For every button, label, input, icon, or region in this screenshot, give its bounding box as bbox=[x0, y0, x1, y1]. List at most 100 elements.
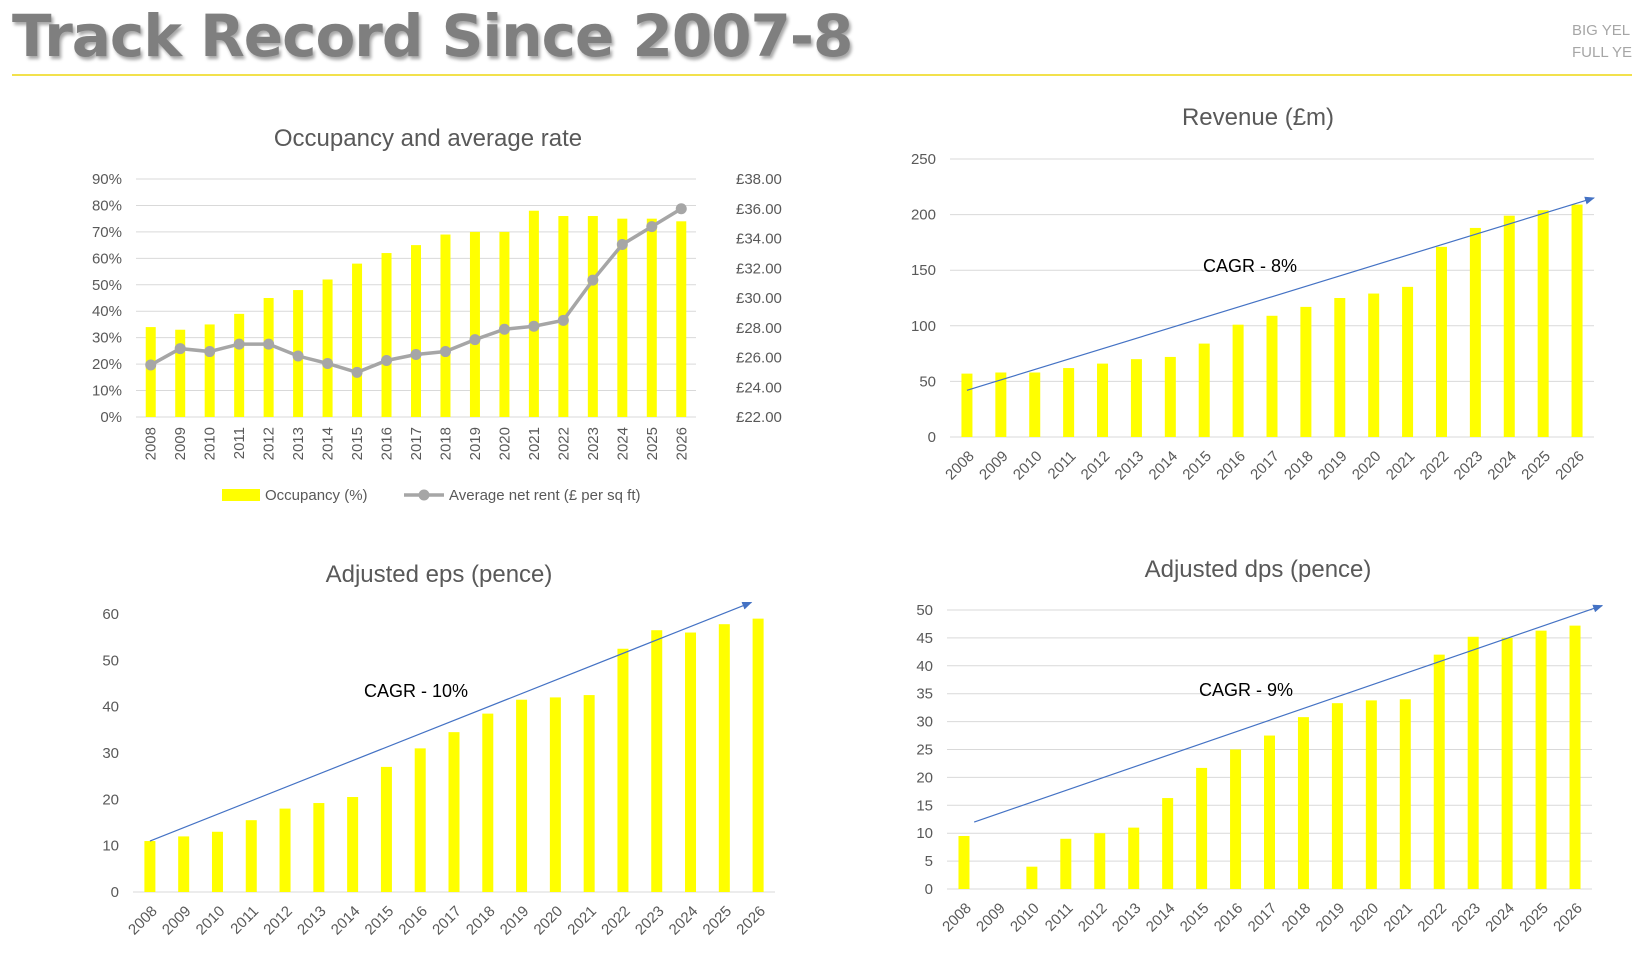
bar-2008 bbox=[961, 373, 973, 437]
x-tick-label: 2019 bbox=[497, 903, 533, 939]
bar-2023 bbox=[1467, 636, 1479, 889]
x-tick-label: 2013 bbox=[294, 903, 330, 939]
bar-2008 bbox=[145, 327, 156, 417]
bar-2025 bbox=[646, 218, 657, 417]
bar-2014 bbox=[347, 797, 359, 892]
legend-label-occupancy: Occupancy (%) bbox=[265, 487, 368, 504]
x-tick-label: 2018 bbox=[437, 427, 454, 460]
x-tick-label: 2021 bbox=[1380, 900, 1416, 936]
bar-2016 bbox=[381, 253, 392, 417]
x-tick-label: 2013 bbox=[290, 427, 307, 460]
x-tick-label: 2025 bbox=[1516, 900, 1552, 936]
brand-text-line-1: BIG YEL bbox=[1572, 22, 1631, 39]
y-tick-label: 200 bbox=[911, 207, 936, 224]
x-tick-label: 2016 bbox=[1213, 448, 1249, 484]
y-tick-label: 10% bbox=[92, 383, 122, 400]
chart-occupancy: Occupancy and average rate 0% 10% 20% 30% 40%… bbox=[92, 125, 782, 504]
x-tick-label: 2020 bbox=[531, 903, 567, 939]
legend-swatch-rent-marker bbox=[418, 489, 430, 501]
point-2025 bbox=[646, 221, 658, 233]
brand-text-line-2: FULL YE bbox=[1572, 44, 1632, 61]
bar-2015 bbox=[1196, 767, 1208, 889]
y-tick-label: 15 bbox=[916, 797, 933, 814]
bar-2022 bbox=[1433, 654, 1445, 889]
y-tick-label: 30% bbox=[92, 330, 122, 347]
bar-2021 bbox=[1399, 699, 1411, 889]
x-tick-label: 2017 bbox=[1247, 448, 1283, 484]
y-tick-label: 10 bbox=[916, 825, 933, 842]
x-tick-label: 2014 bbox=[328, 903, 364, 939]
y-tick-label: 50% bbox=[92, 277, 122, 294]
point-2018 bbox=[439, 346, 451, 358]
x-tick-label: 2022 bbox=[598, 903, 634, 939]
bar-2019 bbox=[1331, 703, 1343, 889]
x-tick-label: 2010 bbox=[202, 427, 219, 460]
x-tick-label: 2009 bbox=[172, 427, 189, 460]
bar-2013 bbox=[1128, 827, 1140, 889]
y-tick-label: 50 bbox=[916, 602, 933, 619]
bar-2015 bbox=[1198, 343, 1210, 437]
bar-2009 bbox=[995, 372, 1007, 437]
x-tick-label: 2008 bbox=[143, 427, 160, 460]
bar-2025 bbox=[718, 624, 730, 892]
x-tick-label: 2023 bbox=[585, 427, 602, 460]
bar-2015 bbox=[380, 766, 392, 892]
bar-2026 bbox=[752, 618, 764, 892]
bar-2021 bbox=[528, 210, 539, 417]
x-tick-label: 2018 bbox=[1281, 448, 1317, 484]
x-tick-label: 2014 bbox=[320, 427, 337, 460]
point-2024 bbox=[616, 238, 628, 250]
point-2015 bbox=[351, 366, 363, 378]
trend-arrow bbox=[966, 196, 1595, 391]
bar-2008 bbox=[144, 841, 156, 892]
y-tick-label: 60% bbox=[92, 250, 122, 267]
y-right-tick-label: £36.00 bbox=[736, 201, 782, 218]
bar-2020 bbox=[1365, 700, 1377, 889]
x-tick-label: 2021 bbox=[564, 903, 600, 939]
x-tick-label: 2010 bbox=[1007, 900, 1043, 936]
y-tick-label: 90% bbox=[92, 171, 122, 188]
y-tick-label: 60 bbox=[102, 606, 119, 623]
x-tick-label: 2008 bbox=[125, 903, 161, 939]
y-tick-label: 0% bbox=[100, 409, 122, 426]
x-tick-label: 2024 bbox=[1482, 900, 1518, 936]
bar-2010 bbox=[1029, 372, 1041, 437]
point-2019 bbox=[469, 334, 481, 346]
point-2016 bbox=[381, 354, 393, 366]
bar-2021 bbox=[583, 695, 595, 892]
y-right-tick-label: £24.00 bbox=[736, 379, 782, 396]
x-tick-label: 2019 bbox=[1315, 448, 1351, 484]
y-tick-label: 40% bbox=[92, 303, 122, 320]
x-tick-label: 2012 bbox=[1078, 448, 1114, 484]
point-2009 bbox=[174, 343, 186, 355]
page-title: Track Record Since 2007-8 bbox=[12, 2, 853, 70]
x-tick-label: 2015 bbox=[349, 427, 366, 460]
legend-swatch-occupancy bbox=[222, 489, 260, 501]
x-tick-label: 2012 bbox=[260, 903, 296, 939]
x-tick-label: 2026 bbox=[733, 903, 769, 939]
bar-2025 bbox=[1535, 630, 1547, 889]
bar-2008 bbox=[958, 835, 970, 889]
bar-2022 bbox=[617, 648, 629, 892]
y-tick-label: 70% bbox=[92, 224, 122, 241]
point-2022 bbox=[557, 314, 569, 326]
bar-2023 bbox=[1469, 227, 1481, 437]
x-tick-label: 2016 bbox=[379, 427, 396, 460]
x-tick-label: 2017 bbox=[408, 427, 425, 460]
x-tick-label: 2022 bbox=[1417, 448, 1453, 484]
x-tick-label: 2024 bbox=[666, 903, 702, 939]
x-tick-label: 2014 bbox=[1146, 448, 1182, 484]
x-tick-label: 2019 bbox=[467, 427, 484, 460]
y-right-tick-label: £34.00 bbox=[736, 231, 782, 248]
bar-2013 bbox=[313, 803, 325, 892]
bar-2022 bbox=[1435, 246, 1447, 437]
x-tick-label: 2014 bbox=[1143, 900, 1179, 936]
bar-2010 bbox=[1026, 866, 1038, 889]
x-tick-label: 2020 bbox=[1349, 448, 1385, 484]
x-tick-label: 2016 bbox=[1211, 900, 1247, 936]
y-tick-label: 20 bbox=[916, 769, 933, 786]
bar-2016 bbox=[1230, 749, 1242, 889]
bar-2019 bbox=[469, 231, 480, 417]
bar-2019 bbox=[1334, 298, 1346, 437]
bar-2014 bbox=[322, 279, 333, 417]
